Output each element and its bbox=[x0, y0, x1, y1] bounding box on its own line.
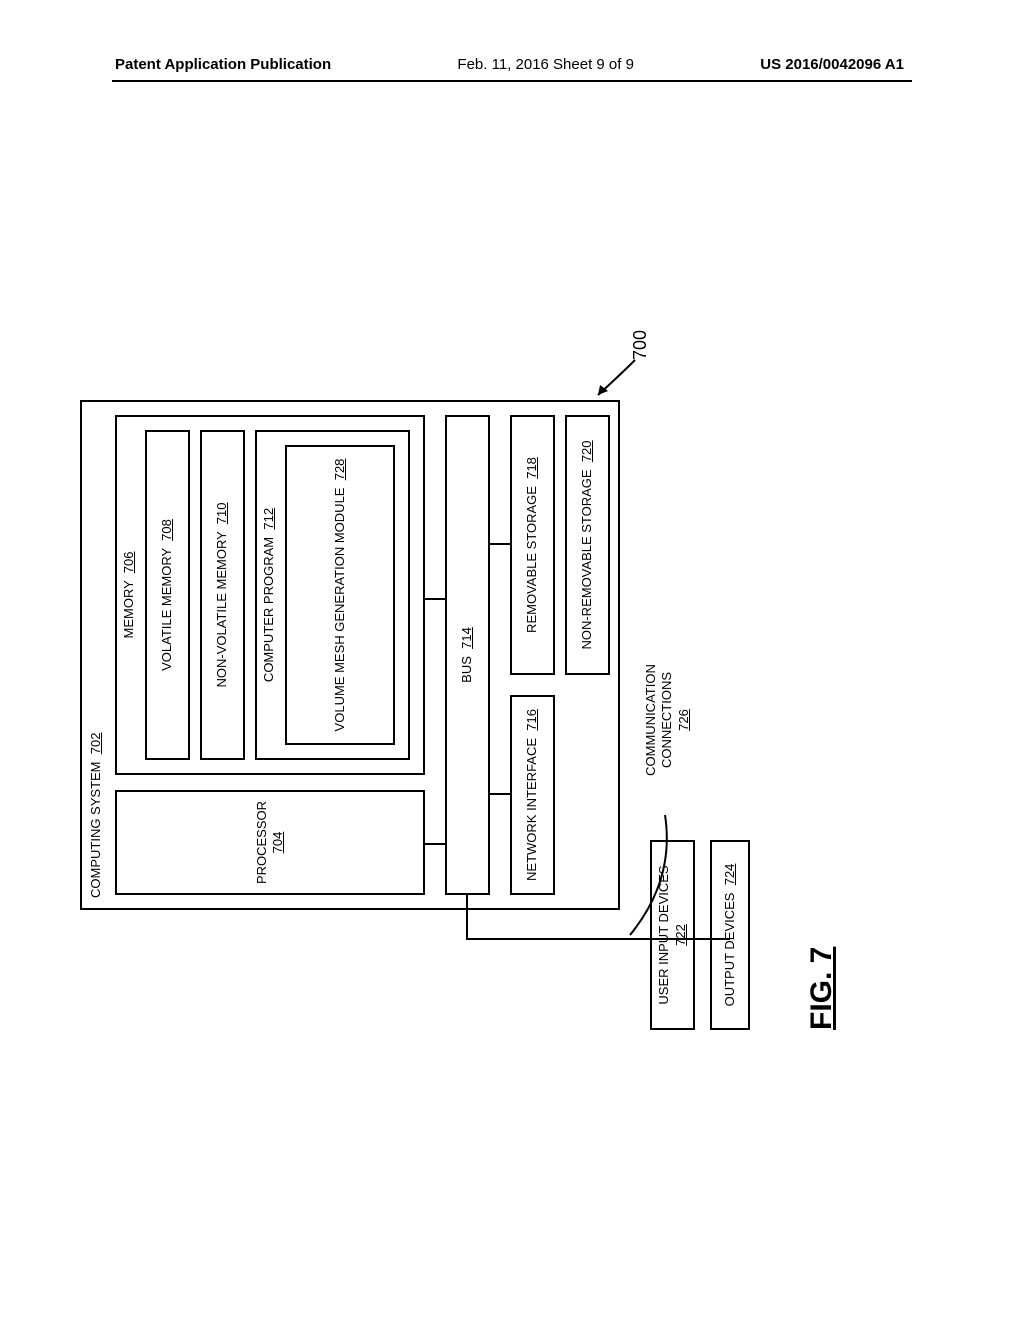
bus-label: BUS 714 bbox=[459, 627, 475, 683]
processor-box: PROCESSOR 704 bbox=[115, 790, 425, 895]
nonvolatile-text: NON-VOLATILE MEMORY bbox=[214, 531, 229, 687]
removable-storage-label: REMOVABLE STORAGE 718 bbox=[524, 457, 540, 633]
conn-bus-out-h bbox=[466, 895, 468, 940]
comm-leader-curve bbox=[625, 810, 685, 940]
header-center: Feb. 11, 2016 Sheet 9 of 9 bbox=[457, 56, 634, 73]
commconn-ref: 726 bbox=[676, 709, 691, 731]
program-text: COMPUTER PROGRAM bbox=[261, 537, 276, 682]
memory-ref: 706 bbox=[121, 552, 136, 574]
computing-system-text: COMPUTING SYSTEM bbox=[88, 761, 103, 898]
page-header: Patent Application Publication Feb. 11, … bbox=[0, 56, 1024, 73]
communication-connections-label: COMMUNICATION CONNECTIONS 726 bbox=[645, 620, 690, 820]
conn-memory-bus bbox=[425, 598, 445, 600]
volume-mesh-label: VOLUME MESH GENERATION MODULE 728 bbox=[332, 459, 348, 732]
processor-ref: 704 bbox=[270, 832, 285, 854]
nonremovable-ref: 720 bbox=[579, 440, 594, 462]
conn-bus-netiface bbox=[490, 793, 510, 795]
removable-storage-box: REMOVABLE STORAGE 718 bbox=[510, 415, 555, 675]
program-ref: 712 bbox=[261, 508, 276, 530]
nonremovable-text: NON-REMOVABLE STORAGE bbox=[579, 469, 594, 649]
header-right: US 2016/0042096 A1 bbox=[760, 56, 904, 73]
bus-text: BUS bbox=[459, 656, 474, 683]
network-interface-box: NETWORK INTERFACE 716 bbox=[510, 695, 555, 895]
bus-box: BUS 714 bbox=[445, 415, 490, 895]
computing-system-ref: 702 bbox=[88, 733, 103, 755]
conn-processor-bus bbox=[425, 843, 445, 845]
nonvolatile-memory-box: NON-VOLATILE MEMORY 710 bbox=[200, 430, 245, 760]
commconn-text: COMMUNICATION CONNECTIONS bbox=[643, 664, 674, 776]
output-devices-box: OUTPUT DEVICES 724 bbox=[710, 840, 750, 1030]
diagram: COMPUTING SYSTEM 702 PROCESSOR 704 MEMOR… bbox=[70, 170, 940, 1040]
volatile-memory-box: VOLATILE MEMORY 708 bbox=[145, 430, 190, 760]
volume-mesh-ref: 728 bbox=[332, 459, 347, 481]
volatile-memory-label: VOLATILE MEMORY 708 bbox=[159, 519, 175, 671]
header-left: Patent Application Publication bbox=[115, 56, 331, 73]
volatile-text: VOLATILE MEMORY bbox=[159, 548, 174, 671]
comm-conn-label: COMMUNICATION CONNECTIONS 726 bbox=[643, 624, 692, 816]
computer-program-label: COMPUTER PROGRAM 712 bbox=[261, 508, 277, 682]
bus-ref: 714 bbox=[459, 627, 474, 649]
removable-text: REMOVABLE STORAGE bbox=[524, 486, 539, 633]
memory-text: MEMORY bbox=[121, 580, 136, 638]
conn-bus-out-v bbox=[466, 938, 730, 940]
overall-ref-arrow bbox=[590, 345, 640, 405]
outputdev-text: OUTPUT DEVICES bbox=[722, 893, 737, 1007]
volume-mesh-box: VOLUME MESH GENERATION MODULE 728 bbox=[285, 445, 395, 745]
removable-ref: 718 bbox=[524, 457, 539, 479]
output-devices-label: OUTPUT DEVICES 724 bbox=[722, 864, 738, 1007]
figure-label: FIG. 7 bbox=[805, 947, 839, 1030]
volatile-ref: 708 bbox=[159, 519, 174, 541]
processor-text: PROCESSOR bbox=[254, 801, 269, 884]
nonvolatile-ref: 710 bbox=[214, 503, 229, 525]
nonremovable-storage-box: NON-REMOVABLE STORAGE 720 bbox=[565, 415, 610, 675]
netiface-ref: 716 bbox=[524, 709, 539, 731]
outputdev-ref: 724 bbox=[722, 864, 737, 886]
netiface-text: NETWORK INTERFACE bbox=[524, 738, 539, 881]
nonremovable-storage-label: NON-REMOVABLE STORAGE 720 bbox=[579, 440, 595, 649]
conn-bus-removable bbox=[490, 543, 510, 545]
volume-mesh-text: VOLUME MESH GENERATION MODULE bbox=[332, 488, 347, 732]
nonvolatile-memory-label: NON-VOLATILE MEMORY 710 bbox=[214, 503, 230, 688]
network-interface-label: NETWORK INTERFACE 716 bbox=[524, 709, 540, 881]
header-rule bbox=[112, 80, 912, 82]
memory-label: MEMORY 706 bbox=[121, 552, 137, 639]
processor-label: PROCESSOR 704 bbox=[254, 801, 287, 884]
computing-system-label: COMPUTING SYSTEM 702 bbox=[88, 733, 104, 898]
diagram-landscape: COMPUTING SYSTEM 702 PROCESSOR 704 MEMOR… bbox=[70, 170, 940, 1040]
